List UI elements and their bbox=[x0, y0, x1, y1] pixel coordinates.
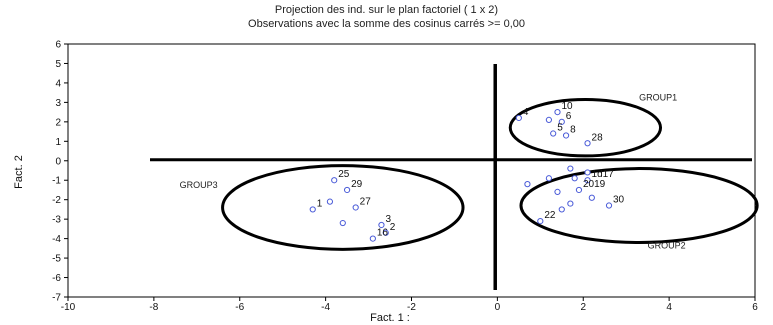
y-tick-label: 4 bbox=[55, 78, 61, 89]
data-point bbox=[584, 177, 591, 184]
x-tick-label: 0 bbox=[495, 302, 501, 313]
data-point bbox=[567, 165, 574, 172]
group-ellipse-group3 bbox=[221, 164, 465, 251]
y-tick-label: 1 bbox=[55, 137, 61, 148]
data-point bbox=[326, 198, 334, 205]
data-point bbox=[524, 181, 531, 188]
y-tick-label: 3 bbox=[55, 98, 61, 109]
y-tick-label: 0 bbox=[55, 156, 61, 167]
point-label: 25 bbox=[338, 169, 350, 180]
data-point bbox=[352, 204, 359, 211]
group-ellipse-group2 bbox=[519, 167, 759, 245]
data-point bbox=[515, 114, 522, 122]
data-point bbox=[550, 130, 557, 137]
y-axis-title: Fact. 2 bbox=[13, 155, 25, 189]
group-annotation: GROUP1 bbox=[639, 92, 677, 102]
point-label: 22 bbox=[544, 210, 556, 221]
data-point bbox=[339, 219, 346, 227]
data-point bbox=[558, 118, 565, 125]
point-label: 3 bbox=[385, 214, 391, 225]
data-point bbox=[605, 202, 613, 209]
data-point bbox=[309, 206, 316, 213]
point-label: 16 bbox=[377, 228, 389, 239]
data-point bbox=[343, 186, 351, 194]
point-label: 2 bbox=[390, 222, 396, 233]
chart-subtitle: Observations avec la somme des cosinus c… bbox=[248, 18, 525, 30]
point-label: 28 bbox=[592, 132, 604, 143]
x-tick-label: -8 bbox=[149, 302, 158, 313]
point-label: 1 bbox=[317, 198, 323, 209]
data-point bbox=[584, 169, 591, 176]
data-point bbox=[575, 186, 583, 194]
data-point bbox=[567, 200, 574, 207]
data-point bbox=[571, 175, 578, 182]
data-point bbox=[537, 218, 544, 225]
x-tick-label: 6 bbox=[752, 302, 758, 313]
point-label: 5 bbox=[557, 123, 563, 134]
point-label: 27 bbox=[360, 196, 372, 207]
y-tick-label: -5 bbox=[52, 254, 61, 265]
data-point bbox=[588, 194, 595, 201]
point-label: 29 bbox=[351, 179, 363, 190]
data-point bbox=[382, 229, 389, 236]
x-tick-label: -6 bbox=[235, 302, 244, 313]
y-tick-label: 6 bbox=[55, 40, 61, 51]
y-tick-label: -1 bbox=[52, 176, 61, 187]
y-tick-label: -6 bbox=[52, 273, 61, 284]
data-point bbox=[545, 116, 553, 124]
point-label: 8 bbox=[570, 124, 576, 135]
point-label: 1d17 bbox=[592, 169, 615, 180]
y-tick-label: -3 bbox=[52, 215, 61, 226]
point-label: 30 bbox=[613, 195, 625, 206]
x-tick-label: -4 bbox=[321, 302, 330, 313]
data-point bbox=[545, 175, 553, 182]
data-point bbox=[584, 140, 591, 147]
data-point bbox=[378, 221, 385, 229]
x-tick-label: -10 bbox=[61, 302, 76, 313]
y-tick-label: -4 bbox=[52, 234, 61, 245]
point-label: 2019 bbox=[583, 179, 606, 190]
data-point bbox=[369, 235, 376, 242]
group-annotation: GROUP3 bbox=[180, 180, 218, 190]
data-point bbox=[554, 188, 561, 196]
x-tick-label: 2 bbox=[580, 302, 586, 313]
data-point bbox=[331, 177, 338, 184]
chart-title: Projection des ind. sur le plan factorie… bbox=[274, 4, 499, 16]
x-axis-title: Fact. 1 : bbox=[370, 312, 410, 324]
y-tick-label: 2 bbox=[55, 117, 61, 128]
point-label: 4 bbox=[523, 107, 529, 118]
y-tick-label: 5 bbox=[55, 59, 61, 70]
x-tick-label: -2 bbox=[407, 302, 416, 313]
group-annotation: GROUP2 bbox=[648, 240, 686, 250]
plot-frame bbox=[67, 43, 756, 298]
y-tick-label: -2 bbox=[52, 195, 61, 206]
data-point bbox=[554, 109, 561, 116]
y-tick-label: -7 bbox=[52, 293, 61, 304]
x-tick-label: 4 bbox=[666, 302, 672, 313]
data-point bbox=[558, 206, 565, 213]
point-label: 10 bbox=[561, 101, 573, 112]
point-label: 6 bbox=[566, 111, 572, 122]
data-point bbox=[562, 132, 570, 139]
group-ellipse-group1 bbox=[508, 97, 663, 158]
